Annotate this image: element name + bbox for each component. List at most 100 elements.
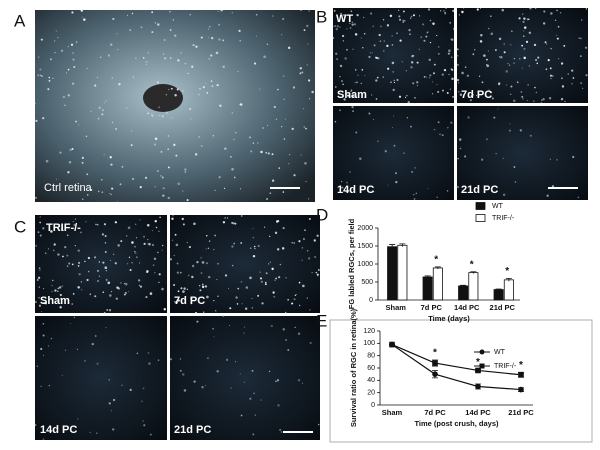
cell-dot [43, 301, 46, 305]
cell-dot [420, 36, 423, 38]
cell-dot [126, 235, 128, 237]
cell-dot [112, 17, 115, 21]
cell-dot [43, 354, 45, 356]
cell-dot [237, 287, 240, 290]
panel-label: D [316, 205, 328, 224]
cell-dot [71, 303, 73, 305]
cell-dot [343, 98, 346, 101]
cell-dot [528, 18, 530, 20]
cell-dot [501, 8, 505, 12]
cell-dot [359, 157, 362, 160]
cell-dot [427, 31, 429, 33]
cell-dot [208, 240, 211, 242]
cell-dot [137, 279, 141, 282]
cell-dot [162, 244, 164, 247]
cell-dot [85, 221, 87, 223]
cell-dot [77, 418, 79, 420]
cell-dot [57, 299, 60, 302]
cell-dot [336, 58, 339, 61]
cell-dot [387, 67, 390, 70]
cell-dot [112, 398, 116, 402]
cell-dot [541, 99, 543, 101]
cell-dot [384, 150, 387, 153]
cell-dot [427, 187, 429, 190]
legend-label: TRIF-/- [492, 215, 515, 222]
cell-dot [431, 93, 434, 95]
cell-dot [205, 262, 209, 265]
cell-dot [511, 30, 513, 33]
cell-dot [238, 29, 241, 32]
cell-dot [154, 137, 158, 141]
cell-dot [222, 39, 225, 42]
cell-dot [62, 95, 66, 99]
cell-dot [149, 292, 153, 295]
cell-dot [162, 53, 165, 55]
cell-dot [404, 96, 407, 98]
cell-dot [448, 49, 451, 53]
cell-dot [107, 54, 111, 57]
cell-dot [84, 359, 86, 362]
cell-dot [154, 186, 156, 188]
cell-dot [387, 184, 389, 186]
cell-dot [80, 281, 83, 283]
cell-dot [231, 167, 234, 171]
cell-dot [339, 76, 341, 78]
cell-dot [114, 262, 117, 265]
cell-dot [115, 297, 119, 300]
cell-dot [128, 256, 131, 259]
cell-dot [202, 311, 205, 313]
cell-dot [114, 221, 118, 224]
cell-dot [142, 387, 145, 390]
cell-dot [165, 111, 169, 114]
cell-dot [313, 239, 316, 242]
cell-dot [404, 20, 406, 22]
cell-dot [104, 235, 107, 237]
cell-dot [111, 76, 114, 79]
cell-dot [162, 194, 165, 197]
cell-dot [493, 116, 496, 119]
cell-dot [218, 23, 220, 26]
cell-dot [410, 125, 412, 128]
cell-dot [271, 267, 274, 271]
cell-dot [129, 269, 132, 271]
cell-dot [180, 52, 182, 54]
cell-dot [479, 7, 481, 9]
cell-dot [103, 154, 105, 156]
cell-dot [444, 11, 447, 14]
cell-dot [361, 69, 364, 71]
cell-dot [557, 26, 560, 28]
cell-dot [42, 227, 45, 230]
cell-dot [437, 121, 440, 124]
cell-dot [83, 18, 86, 21]
cell-dot [58, 286, 62, 289]
cell-dot [201, 261, 205, 264]
cell-dot [336, 25, 339, 28]
cell-dot [528, 65, 531, 67]
cell-dot [48, 79, 51, 82]
cell-dot [96, 224, 99, 226]
cell-dot [307, 250, 309, 252]
cell-dot [147, 243, 149, 245]
cell-dot [71, 11, 74, 14]
cell-dot [298, 240, 301, 243]
y-tick-label: 1500 [357, 243, 373, 250]
cell-dot [391, 44, 394, 46]
cell-dot [65, 72, 68, 74]
cell-dot [176, 271, 180, 274]
cell-dot [282, 328, 285, 331]
cell-dot [345, 181, 348, 184]
cell-dot [158, 114, 160, 117]
cell-dot [487, 50, 489, 52]
cell-dot [240, 281, 243, 283]
cell-dot [98, 261, 101, 263]
cell-dot [240, 215, 243, 217]
cell-dot [109, 259, 111, 261]
cell-dot [239, 188, 241, 190]
cell-dot [560, 62, 564, 65]
cell-dot [370, 12, 373, 15]
cell-dot [195, 311, 198, 314]
cell-dot [36, 279, 39, 281]
cell-dot [360, 82, 362, 85]
cell-dot [249, 247, 252, 250]
cell-dot [275, 277, 278, 280]
